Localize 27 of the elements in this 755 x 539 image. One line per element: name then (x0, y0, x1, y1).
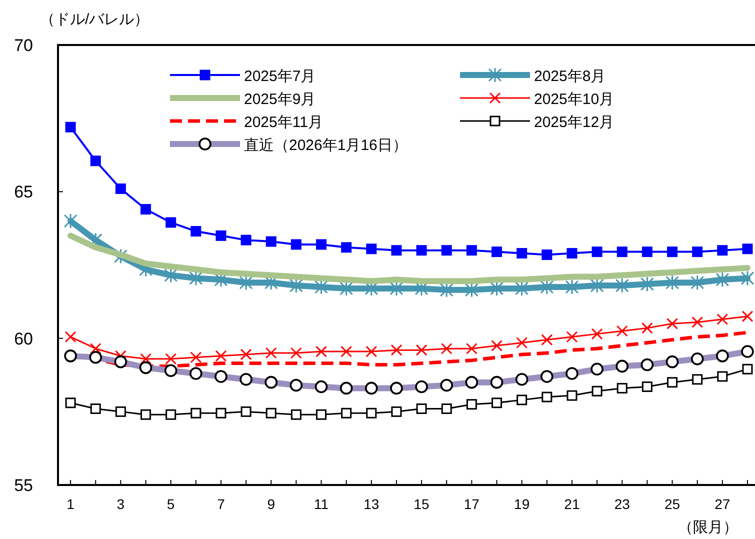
x-tick-label: 5 (166, 496, 175, 512)
x-tick-label: 23 (614, 496, 630, 512)
legend-label: 2025年8月 (534, 68, 606, 85)
y-tick-label: 65 (14, 182, 33, 202)
x-tick-label: 15 (414, 496, 430, 512)
x-tick-label: 3 (116, 496, 125, 512)
y-tick-label: 70 (14, 36, 33, 55)
y-axis-title: （ドル/バレル） (40, 11, 150, 28)
x-tick-label: 9 (267, 496, 276, 512)
y-tick-label: 60 (14, 329, 33, 348)
legend-label: 直近（2026年1月16日） (244, 137, 408, 154)
y-tick-label: 55 (14, 476, 33, 495)
x-tick-label: 19 (514, 496, 530, 512)
x-tick-label: 17 (464, 496, 480, 512)
legend-label: 2025年12月 (534, 114, 614, 131)
x-tick-label: 11 (314, 496, 329, 512)
legend-label: 2025年10月 (534, 91, 614, 108)
x-tick-label: 13 (364, 496, 380, 512)
legend-label: 2025年11月 (244, 114, 323, 131)
legend-label: 2025年9月 (244, 91, 316, 108)
legend-label: 2025年7月 (244, 68, 316, 85)
x-tick-label: 27 (714, 496, 730, 512)
x-tick-label: 1 (66, 496, 75, 512)
x-tick-label: 7 (217, 496, 226, 512)
x-tick-label: 21 (564, 496, 580, 512)
x-axis-title: （限月） (678, 519, 738, 536)
x-tick-label: 25 (664, 496, 680, 512)
